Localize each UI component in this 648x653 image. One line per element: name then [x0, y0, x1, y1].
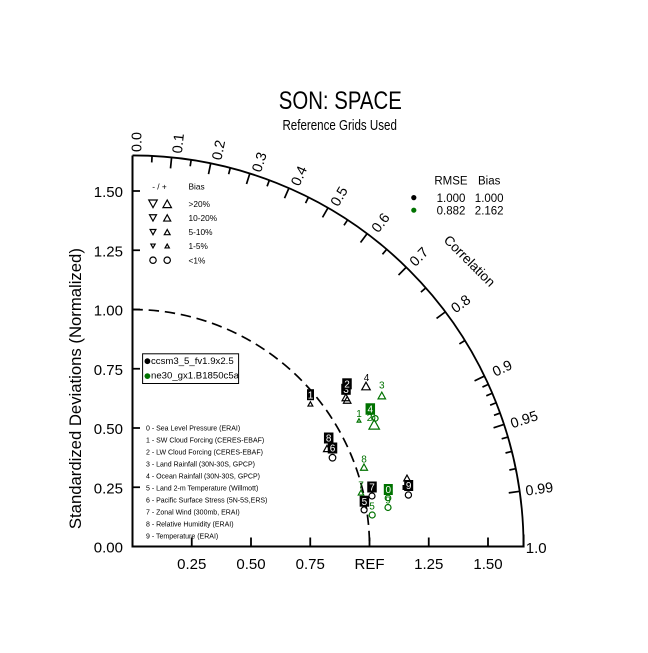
- svg-text:8: 8: [326, 434, 332, 445]
- svg-text:>20%: >20%: [189, 199, 211, 209]
- svg-text:1.25: 1.25: [94, 243, 123, 260]
- svg-text:8: 8: [361, 455, 367, 466]
- svg-text:8 - Relative Humidity (ERAI): 8 - Relative Humidity (ERAI): [146, 522, 234, 529]
- svg-text:7 - Zonal Wind (300mb, ERAI): 7 - Zonal Wind (300mb, ERAI): [146, 510, 240, 517]
- svg-text:0.1: 0.1: [170, 133, 188, 154]
- svg-text:6: 6: [330, 444, 336, 455]
- svg-text:- / +: - / +: [152, 181, 167, 191]
- svg-text:4: 4: [364, 373, 370, 384]
- svg-text:0.75: 0.75: [94, 362, 123, 379]
- svg-text:10-20%: 10-20%: [189, 213, 218, 223]
- svg-text:Bias: Bias: [189, 181, 205, 191]
- svg-text:6 - Pacific Surface Stress (5N: 6 - Pacific Surface Stress (5N-5S,ERS): [146, 498, 267, 505]
- svg-text:REF: REF: [355, 556, 385, 573]
- svg-text:SON: SPACE: SON: SPACE: [279, 87, 402, 115]
- svg-text:0.25: 0.25: [177, 556, 206, 573]
- svg-text:1-5%: 1-5%: [189, 241, 209, 251]
- svg-text:<1%: <1%: [189, 255, 206, 265]
- svg-text:0.0: 0.0: [130, 132, 146, 152]
- svg-text:1.000: 1.000: [437, 193, 466, 205]
- svg-text:2: 2: [344, 379, 350, 390]
- svg-text:0 - Sea Level Pressure (ERAI): 0 - Sea Level Pressure (ERAI): [146, 426, 240, 433]
- svg-text:7: 7: [369, 483, 375, 494]
- svg-text:5: 5: [369, 501, 375, 512]
- svg-text:1.50: 1.50: [94, 184, 123, 201]
- svg-text:0.4: 0.4: [288, 164, 311, 189]
- svg-text:3: 3: [343, 385, 349, 396]
- svg-text:4: 4: [368, 405, 374, 416]
- svg-text:1 - SW Cloud Forcing (CERES-EB: 1 - SW Cloud Forcing (CERES-EBAF): [146, 438, 264, 445]
- svg-text:2.162: 2.162: [475, 205, 504, 217]
- svg-text:0.25: 0.25: [94, 480, 123, 497]
- svg-text:5-10%: 5-10%: [189, 227, 214, 237]
- svg-text:1.25: 1.25: [414, 556, 443, 573]
- svg-text:0.3: 0.3: [249, 150, 270, 174]
- svg-text:9: 9: [385, 495, 391, 506]
- svg-text:ne30_gx1.B1850c5a: ne30_gx1.B1850c5a: [151, 371, 240, 382]
- svg-text:1.50: 1.50: [473, 556, 502, 573]
- svg-text:6: 6: [370, 413, 376, 424]
- svg-text:0.00: 0.00: [94, 540, 123, 557]
- svg-text:0.75: 0.75: [296, 556, 325, 573]
- svg-text:1.000: 1.000: [475, 193, 504, 205]
- svg-text:3 - Land Rainfall (30N-30S, GP: 3 - Land Rainfall (30N-30S, GPCP): [146, 462, 255, 469]
- svg-text:0.99: 0.99: [524, 480, 554, 500]
- svg-text:7: 7: [358, 481, 364, 492]
- svg-text:2 - LW Cloud Forcing (CERES-EB: 2 - LW Cloud Forcing (CERES-EBAF): [146, 450, 263, 457]
- svg-text:1.00: 1.00: [94, 303, 123, 320]
- svg-text:0.2: 0.2: [209, 139, 229, 162]
- svg-text:0.50: 0.50: [94, 421, 123, 438]
- svg-text:RMSE: RMSE: [434, 175, 468, 187]
- svg-text:1: 1: [308, 390, 314, 401]
- svg-text:1.0: 1.0: [526, 540, 547, 557]
- svg-text:4 - Ocean Rainfall (30N-30S, G: 4 - Ocean Rainfall (30N-30S, GPCP): [146, 474, 260, 481]
- svg-text:Bias: Bias: [478, 175, 501, 187]
- svg-text:5: 5: [362, 497, 368, 508]
- svg-text:0.9: 0.9: [490, 357, 515, 380]
- svg-text:0: 0: [386, 485, 392, 496]
- svg-text:Reference Grids Used: Reference Grids Used: [282, 118, 397, 134]
- svg-text:9 - Temperature (ERAI): 9 - Temperature (ERAI): [146, 534, 218, 541]
- svg-text:9: 9: [406, 481, 412, 492]
- svg-text:1: 1: [356, 409, 362, 420]
- svg-text:0.882: 0.882: [437, 205, 466, 217]
- svg-text:0.50: 0.50: [236, 556, 265, 573]
- svg-text:3: 3: [379, 380, 385, 391]
- svg-text:ccsm3_5_fv1.9x2.5: ccsm3_5_fv1.9x2.5: [151, 356, 234, 367]
- svg-text:Standardized Deviations (Norma: Standardized Deviations (Normalized): [66, 248, 85, 529]
- svg-text:5 - Land 2-m Temperature (Will: 5 - Land 2-m Temperature (Willmott): [146, 486, 258, 493]
- svg-text:2: 2: [367, 413, 373, 424]
